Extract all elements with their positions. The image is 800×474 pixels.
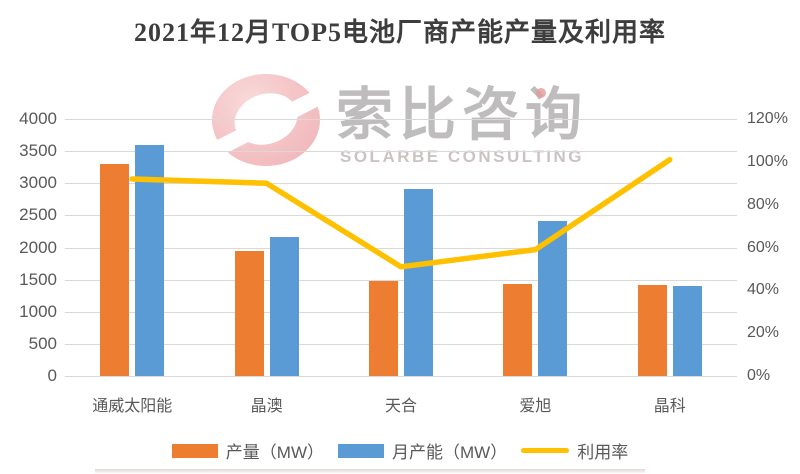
logo-dot-icon [536,88,546,98]
gridline [65,119,737,120]
legend-item-utilization: 利用率 [521,438,628,463]
legend-label-utilization: 利用率 [577,443,629,462]
left-axis-tick-label: 2000 [19,237,57,257]
gridline [65,343,737,345]
left-axis-tick-label: 1500 [19,269,57,289]
bar-group [334,119,468,376]
utilization-line-swatch-icon [521,448,570,453]
gridline [65,151,737,153]
plot-area [65,119,737,377]
production-bar [637,284,667,376]
left-axis-tick-label: 4000 [19,109,57,128]
right-axis-tick-label: 60% [747,238,780,256]
left-axis-tick-label: 0 [47,366,57,385]
production-bar [503,284,533,376]
gridline [65,215,737,217]
production-swatch-icon [171,443,218,458]
legend-item-capacity: 月产能（MW） [338,438,507,463]
left-axis-tick-label: 3500 [19,141,57,161]
right-axis-tick-label: 0% [747,367,771,384]
right-axis-tick-label: 120% [747,110,788,127]
category-label: 通威太阳能 [92,398,173,415]
capacity-swatch-icon [338,443,384,458]
capacity-bar [403,189,433,376]
right-axis-tick-label: 80% [747,195,780,213]
gridline [65,376,737,377]
category-label: 天合 [384,398,417,415]
utilization-line [129,156,673,270]
category-label: 爱旭 [519,398,552,415]
left-axis-tick-label: 2500 [19,205,57,225]
production-bar [234,250,264,376]
left-axis-tick-label: 3000 [19,173,57,193]
bar-group [603,119,737,376]
legend-item-production: 产量（MW） [171,438,324,463]
right-axis-tick-label: 100% [747,152,788,170]
production-bar [368,280,398,376]
capacity-bar [135,145,165,376]
left-axis-tick-label: 500 [28,333,57,353]
category-label: 晶澳 [250,398,283,415]
right-axis-tick-label: 40% [747,281,780,299]
legend: 产量（MW） 月产能（MW） 利用率 [0,438,800,463]
capacity-bar [269,237,299,376]
legend-label-capacity: 月产能（MW） [392,443,508,462]
capacity-bar [672,286,702,376]
gridline [65,279,737,281]
legend-label-production: 产量（MW） [225,443,324,462]
gridline [65,311,737,313]
gridline [65,183,737,185]
category-label: 晶科 [653,398,686,415]
gridline [65,247,737,249]
production-bar [100,163,130,376]
right-axis-tick-label: 20% [747,324,780,342]
bar-group [65,119,199,376]
cropped-footer-edge [95,469,645,473]
chart-title: 2021年12月TOP5电池厂商产能产量及利用率 [134,18,666,47]
left-axis-tick-label: 1000 [19,301,57,321]
bar-group [199,119,333,376]
